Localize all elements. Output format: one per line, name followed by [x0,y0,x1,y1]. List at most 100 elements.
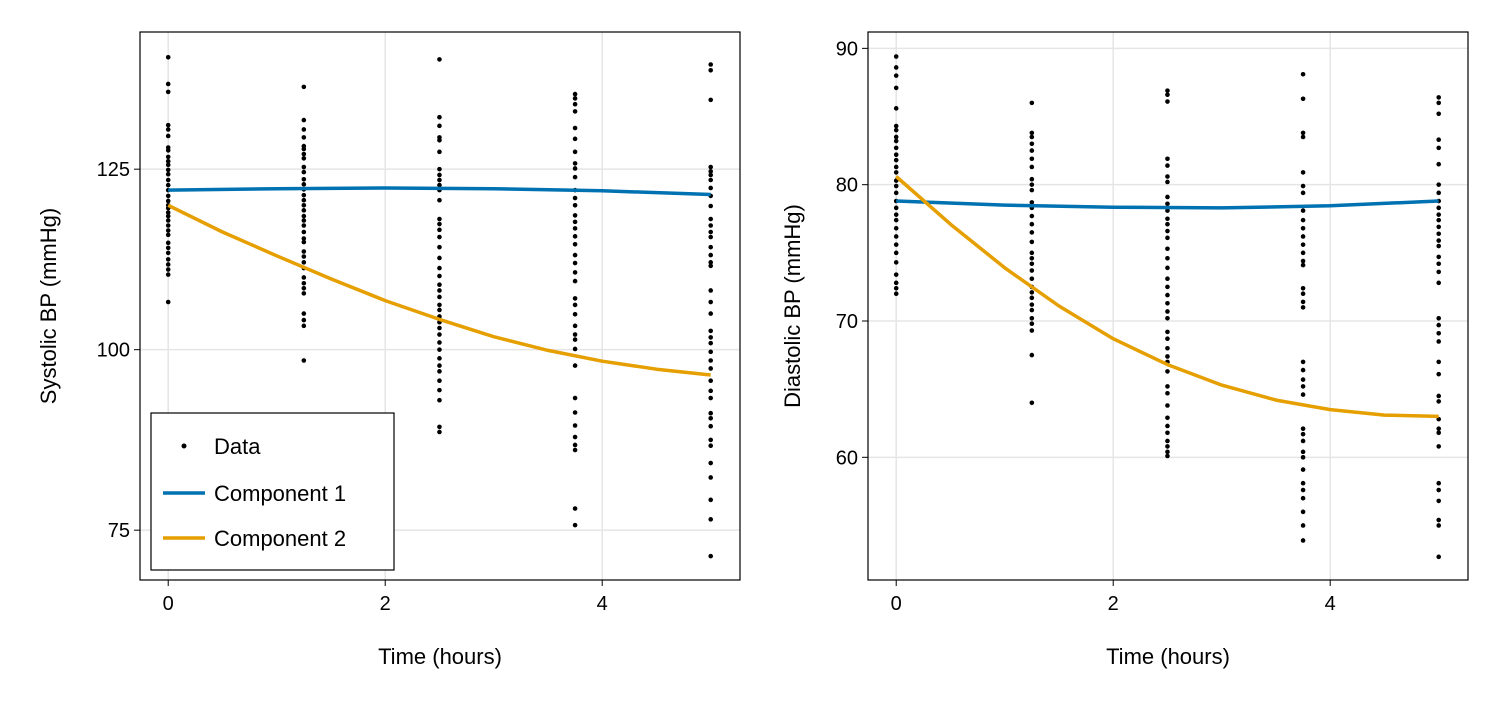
data-point [301,146,307,152]
data-point [1300,262,1306,268]
data-point [572,136,578,142]
data-point [1436,137,1442,142]
data-point [1029,239,1035,245]
data-point [1029,307,1035,313]
data-point [1300,538,1306,543]
data-point [893,54,899,59]
data-point [1300,377,1306,382]
data-point [165,223,171,228]
x-tick-label: 0 [891,593,902,615]
data-point [893,242,899,247]
data-point [1300,487,1306,493]
data-point [165,198,171,204]
data-point [437,123,442,129]
grid [868,32,1468,580]
data-point [1436,231,1442,237]
data-point [165,162,171,168]
data-point [893,272,899,277]
data-point [893,217,899,223]
data-point [893,138,899,144]
data-point [893,73,899,78]
series-line-component-1 [168,186,711,197]
data-point [893,127,899,133]
data-point [1300,71,1306,77]
data-point [437,397,442,403]
data-point [708,328,714,334]
data-point [437,138,442,143]
data-point [1165,444,1170,449]
data-point [1436,161,1442,167]
data-point [301,286,307,291]
data-point [1165,423,1170,429]
data-point [572,506,578,511]
data-point [301,84,307,90]
data-point [1029,261,1035,267]
data-point [301,249,307,254]
data-point [572,346,578,352]
data-point [708,553,714,559]
data-point [1436,95,1442,100]
data-point [572,442,578,448]
data-point [437,57,442,62]
data-point [708,378,714,384]
data-point [1436,205,1442,211]
data-point [301,202,307,208]
data-point [1029,290,1035,295]
data-point [1436,190,1442,196]
data-point [708,169,714,174]
data-point [1300,495,1306,501]
data-point [572,270,578,275]
data-point [1165,403,1170,408]
data-point [893,291,899,297]
data-point [1300,431,1306,437]
data-point [1029,230,1035,235]
data-point [1300,449,1306,455]
data-point [301,213,307,219]
axes-frame [867,31,1469,581]
data-point [437,387,442,393]
data-point [1029,200,1035,205]
data-point [1436,430,1442,436]
data-point [1300,509,1306,515]
data-point [1165,246,1170,252]
data-point [893,85,899,91]
data-point [437,378,442,384]
data-point [1029,213,1035,219]
data-point [1300,426,1306,431]
data-point [165,262,171,267]
data-point [437,288,442,293]
data-point [1300,359,1306,365]
data-point [572,410,578,415]
data-point [1436,254,1442,260]
data-point [1029,268,1035,273]
data-point [708,244,714,250]
data-point [165,193,171,199]
data-point [1165,265,1170,271]
data-point [301,208,307,213]
data-point [1029,130,1035,136]
data-point [1436,224,1442,230]
data-point [1029,176,1035,182]
data-point [1029,276,1035,282]
data-point [572,101,578,107]
data-point [1165,99,1170,104]
data-point [1029,352,1035,358]
data-point [1300,367,1306,373]
data-point [1029,141,1035,147]
data-point [708,340,714,346]
data-point [572,447,578,453]
data-point [1165,390,1170,396]
data-point [1436,261,1442,267]
data-point [1029,315,1035,321]
data-point [165,245,171,251]
data-point [165,171,171,177]
data-point [1300,480,1306,486]
data-point [1029,250,1035,256]
data-point [708,260,714,265]
data-point [708,288,714,293]
data-point [165,182,171,188]
data-point [1436,487,1442,493]
data-point [301,164,307,170]
data-point [1165,201,1170,207]
data-point [301,317,307,323]
